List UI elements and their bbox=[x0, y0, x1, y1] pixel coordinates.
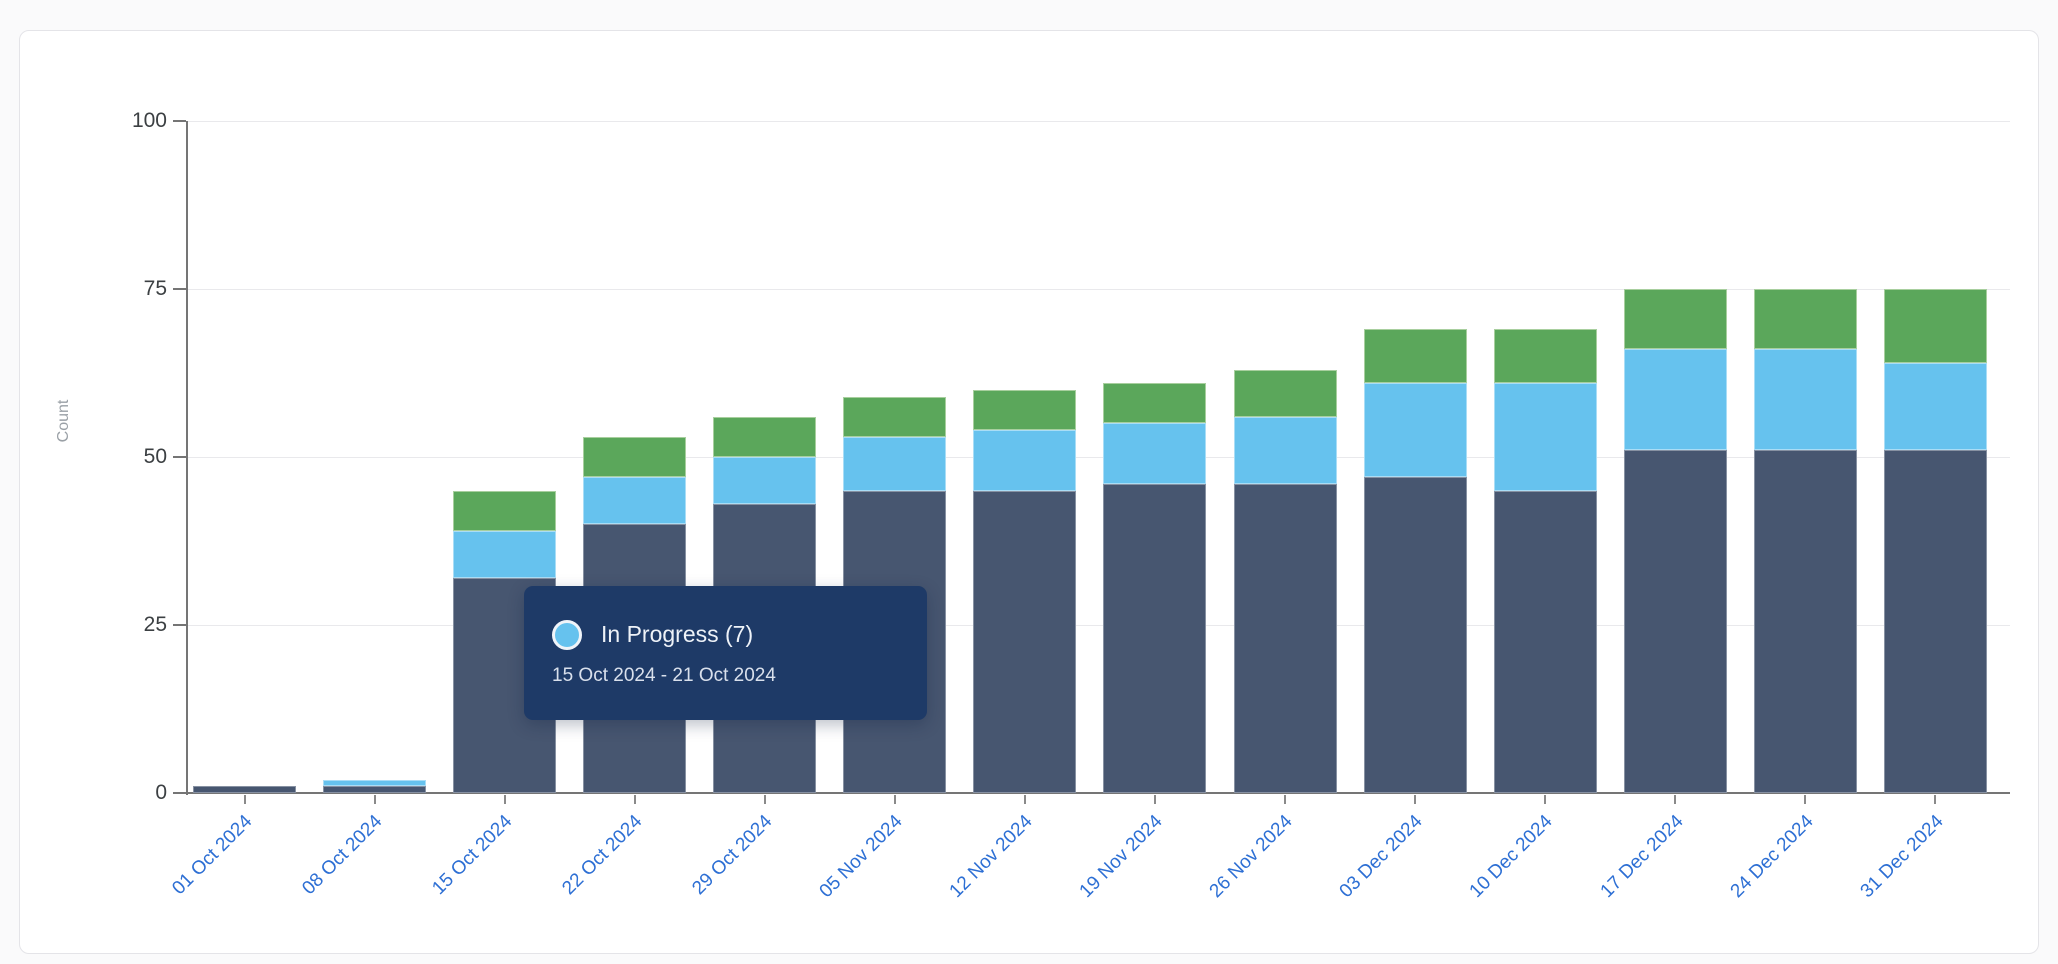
x-tick-mark bbox=[1544, 795, 1547, 804]
bar-stack-17-dec-2024[interactable] bbox=[1623, 289, 1727, 793]
bar-segment-dark[interactable] bbox=[1883, 450, 1987, 793]
bar-stack-08-oct-2024[interactable] bbox=[323, 779, 427, 793]
bar-segment-green[interactable] bbox=[843, 396, 947, 437]
bar-stack-15-oct-2024[interactable] bbox=[453, 490, 557, 793]
y-axis-tick-label: 0 bbox=[155, 781, 167, 804]
bar-segment-in-progress[interactable] bbox=[1363, 383, 1467, 478]
y-axis-title: Count bbox=[55, 399, 72, 443]
tooltip-date-range: 15 Oct 2024 - 21 Oct 2024 bbox=[552, 664, 776, 686]
bar-segment-dark[interactable] bbox=[1623, 450, 1727, 793]
bar-segment-green[interactable] bbox=[1233, 369, 1337, 417]
gridline-100 bbox=[187, 121, 2010, 122]
bar-segment-in-progress[interactable] bbox=[973, 430, 1077, 491]
bar-segment-in-progress[interactable] bbox=[843, 436, 947, 491]
y-axis-tick-label: 25 bbox=[143, 613, 167, 636]
bar-segment-green[interactable] bbox=[1363, 329, 1467, 384]
bar-segment-dark[interactable] bbox=[1753, 450, 1857, 793]
bar-segment-in-progress[interactable] bbox=[583, 477, 687, 525]
y-tick-mark-100 bbox=[173, 120, 186, 122]
bar-stack-03-dec-2024[interactable] bbox=[1363, 329, 1467, 793]
bar-stack-26-nov-2024[interactable] bbox=[1233, 369, 1337, 793]
bar-segment-in-progress[interactable] bbox=[1233, 416, 1337, 484]
x-tick-mark bbox=[1023, 795, 1026, 804]
y-axis-line bbox=[186, 121, 188, 795]
x-tick-mark bbox=[1414, 795, 1417, 804]
y-tick-mark-75 bbox=[173, 288, 186, 290]
bar-segment-green[interactable] bbox=[1493, 329, 1597, 384]
x-tick-mark bbox=[1804, 795, 1807, 804]
x-tick-mark bbox=[373, 795, 376, 804]
y-tick-mark-25 bbox=[173, 624, 186, 626]
bar-segment-in-progress[interactable] bbox=[1753, 349, 1857, 451]
x-tick-mark bbox=[243, 795, 246, 804]
bar-segment-green[interactable] bbox=[1103, 383, 1207, 424]
gridline-25 bbox=[187, 625, 2010, 626]
x-tick-mark bbox=[1934, 795, 1937, 804]
bar-stack-31-dec-2024[interactable] bbox=[1883, 289, 1987, 793]
bar-segment-in-progress[interactable] bbox=[1493, 383, 1597, 491]
gridline-50 bbox=[187, 457, 2010, 458]
bar-stack-12-nov-2024[interactable] bbox=[973, 389, 1077, 793]
y-tick-mark-0 bbox=[173, 792, 186, 794]
y-tick-mark-50 bbox=[173, 456, 186, 458]
x-tick-mark bbox=[763, 795, 766, 804]
bar-segment-green[interactable] bbox=[453, 490, 557, 531]
gridline-75 bbox=[187, 289, 2010, 290]
bar-segment-dark[interactable] bbox=[1103, 483, 1207, 793]
bar-segment-in-progress[interactable] bbox=[323, 779, 427, 787]
bar-segment-dark[interactable] bbox=[323, 786, 427, 793]
bar-segment-in-progress[interactable] bbox=[1623, 349, 1727, 451]
bar-segment-dark[interactable] bbox=[1493, 490, 1597, 793]
x-tick-mark bbox=[1674, 795, 1677, 804]
y-axis-tick-label: 75 bbox=[143, 277, 167, 300]
bar-segment-green[interactable] bbox=[713, 416, 817, 457]
x-axis-line bbox=[180, 792, 2010, 794]
x-tick-mark bbox=[1153, 795, 1156, 804]
x-tick-mark bbox=[1284, 795, 1287, 804]
bar-segment-dark[interactable] bbox=[1363, 477, 1467, 793]
series-color-dot-icon bbox=[552, 619, 582, 650]
x-tick-mark bbox=[633, 795, 636, 804]
bar-segment-in-progress[interactable] bbox=[1103, 423, 1207, 484]
y-axis-tick-label: 50 bbox=[143, 445, 167, 468]
bar-segment-in-progress[interactable] bbox=[1883, 362, 1987, 451]
bar-stack-10-dec-2024[interactable] bbox=[1493, 329, 1597, 793]
bar-stack-01-oct-2024[interactable] bbox=[193, 786, 296, 793]
x-tick-mark bbox=[503, 795, 506, 804]
x-tick-mark bbox=[893, 795, 896, 804]
tooltip-title-row: In Progress (7) bbox=[552, 619, 899, 650]
bar-segment-green[interactable] bbox=[583, 436, 687, 478]
bar-segment-green[interactable] bbox=[1883, 289, 1987, 363]
bar-segment-in-progress[interactable] bbox=[453, 530, 557, 578]
bar-segment-green[interactable] bbox=[973, 389, 1077, 431]
bar-segment-green[interactable] bbox=[1623, 289, 1727, 350]
bar-segment-green[interactable] bbox=[1753, 289, 1857, 350]
bar-segment-dark[interactable] bbox=[973, 490, 1077, 793]
y-axis-tick-label: 100 bbox=[131, 109, 167, 132]
chart-tooltip: In Progress (7) 15 Oct 2024 - 21 Oct 202… bbox=[524, 586, 927, 720]
bar-segment-in-progress[interactable] bbox=[713, 456, 817, 505]
bar-segment-dark[interactable] bbox=[193, 786, 296, 793]
tooltip-series-title: In Progress (7) bbox=[601, 621, 754, 647]
bar-segment-dark[interactable] bbox=[1233, 483, 1337, 793]
bar-stack-19-nov-2024[interactable] bbox=[1103, 383, 1207, 793]
bar-stack-24-dec-2024[interactable] bbox=[1753, 289, 1857, 793]
